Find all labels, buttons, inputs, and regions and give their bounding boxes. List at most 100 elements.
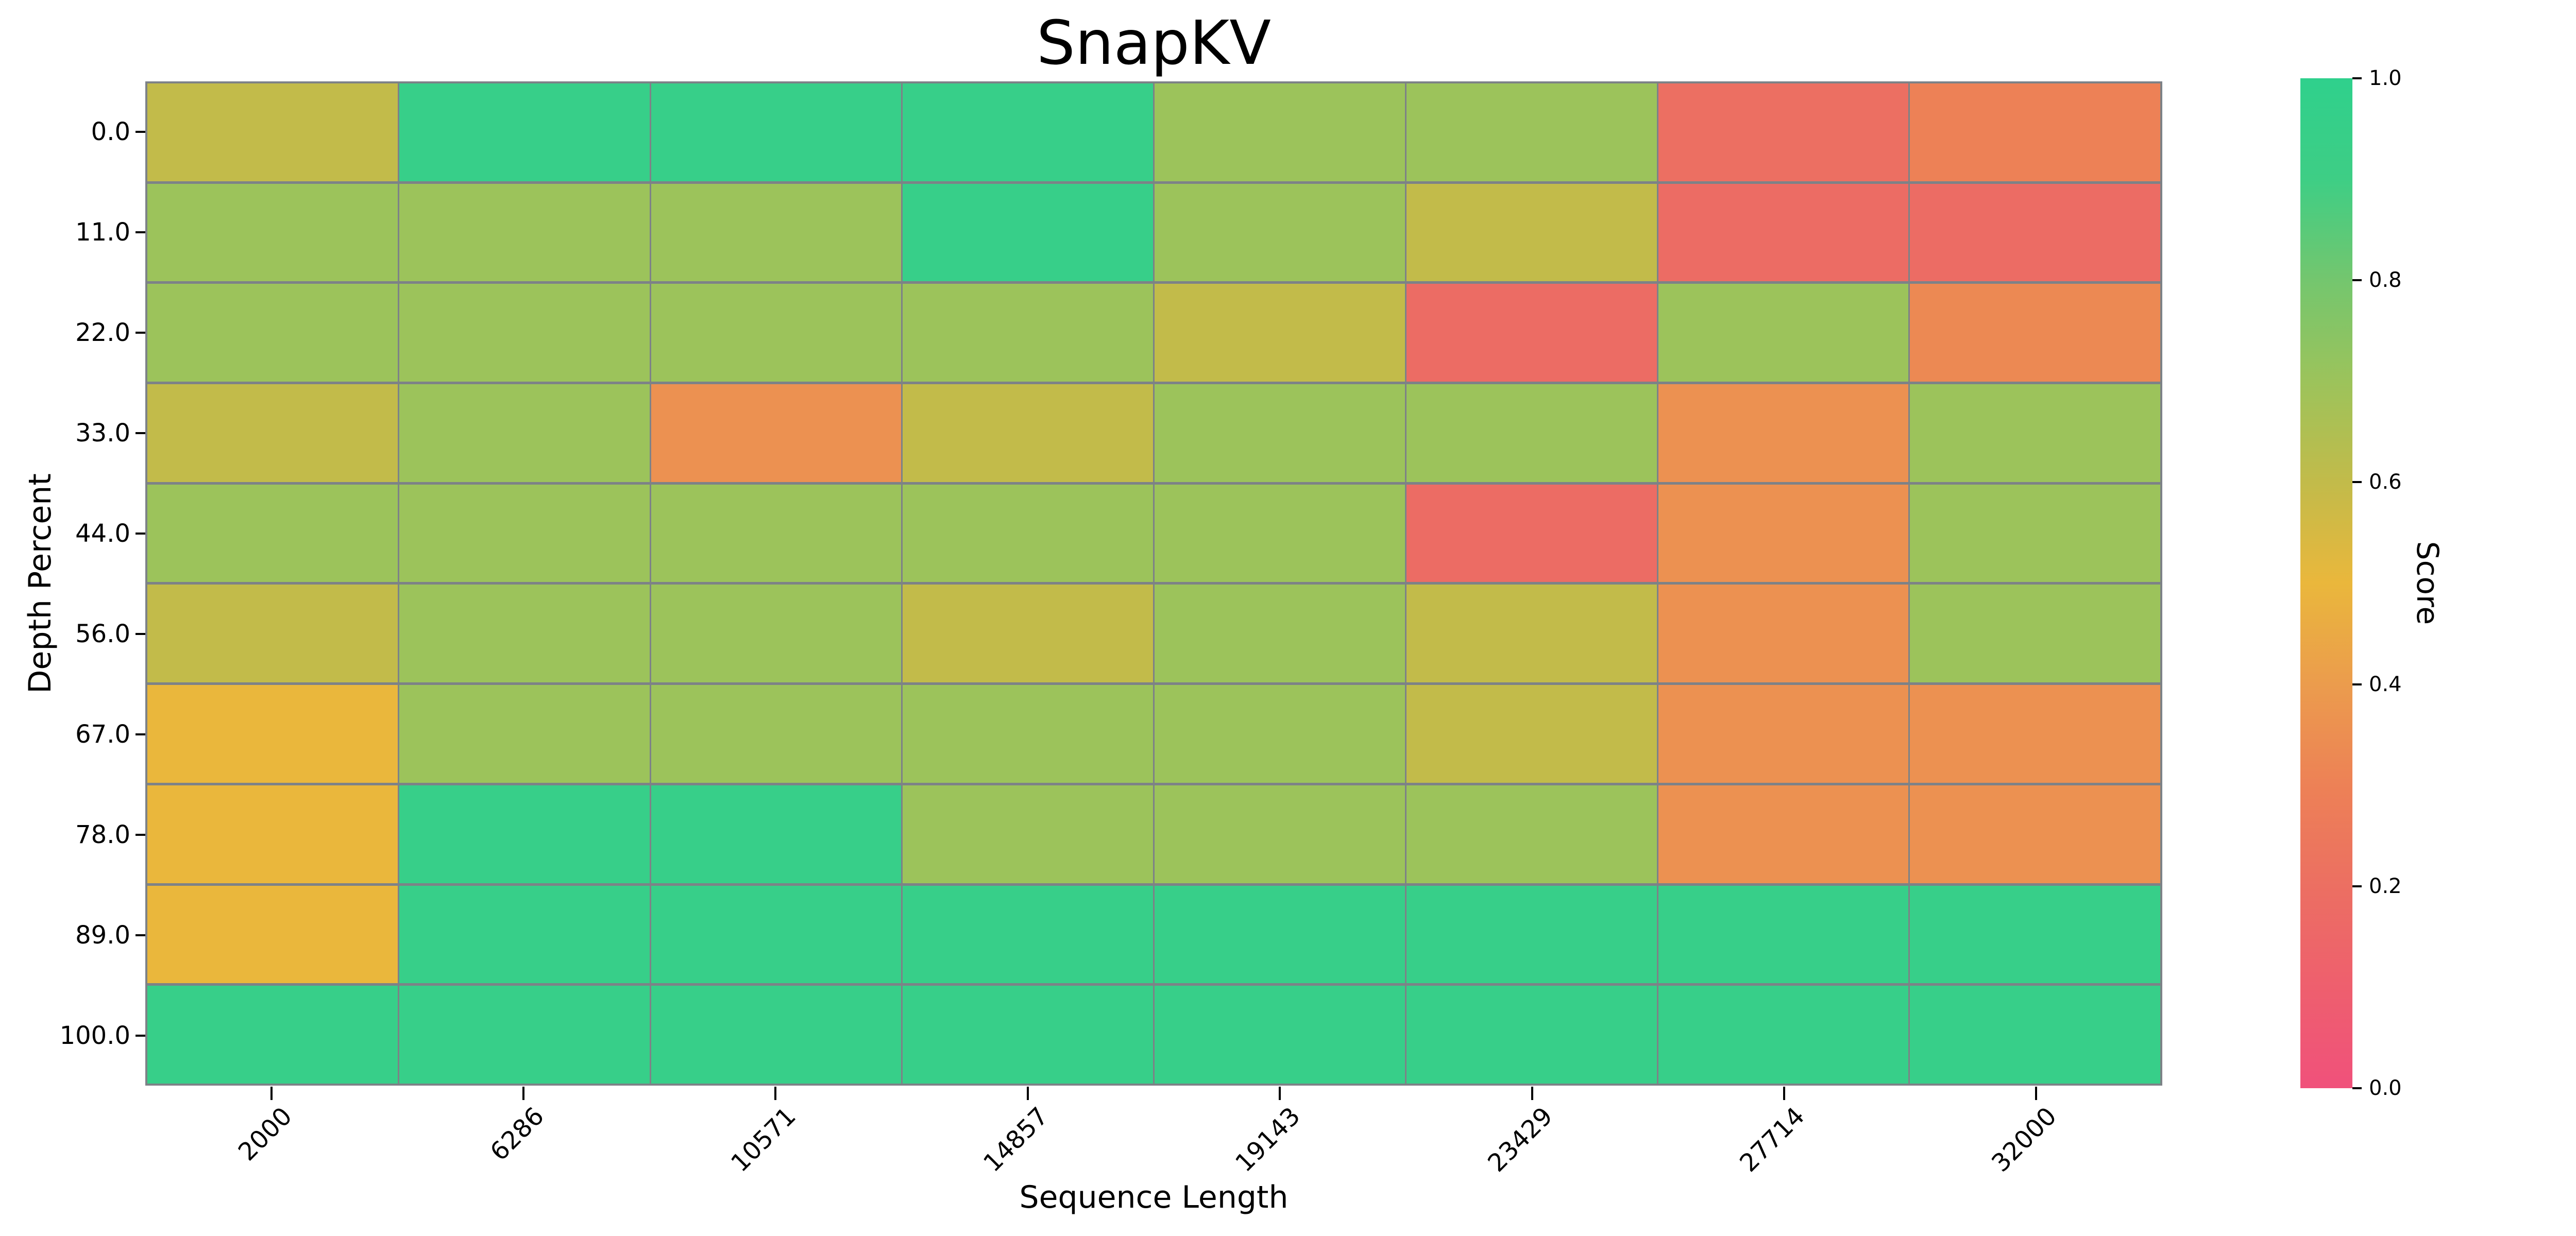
y-tick-label: 78.0 bbox=[75, 820, 130, 849]
colorbar-tick-label: 0.2 bbox=[2369, 874, 2402, 898]
y-tick-mark bbox=[135, 331, 145, 334]
x-tick-mark bbox=[1783, 1087, 1785, 1100]
heatmap-cell bbox=[1155, 785, 1405, 883]
heatmap-cell bbox=[1406, 986, 1657, 1084]
heatmap-cell bbox=[651, 685, 902, 783]
x-tick-label: 2000 bbox=[232, 1102, 298, 1167]
x-tick-label: 6286 bbox=[484, 1102, 550, 1167]
y-tick-label: 67.0 bbox=[75, 719, 130, 749]
x-tick-mark bbox=[774, 1087, 777, 1100]
heatmap-cell bbox=[1658, 785, 1909, 883]
heatmap-cell bbox=[399, 183, 650, 282]
heatmap-cell bbox=[1406, 685, 1657, 783]
heatmap-cell bbox=[1910, 685, 2160, 783]
y-tick-label: 56.0 bbox=[75, 619, 130, 648]
heatmap-cell bbox=[1658, 384, 1909, 482]
heatmap-cell bbox=[1910, 585, 2160, 683]
heatmap-cell bbox=[1406, 284, 1657, 382]
heatmap-cell bbox=[651, 284, 902, 382]
x-tick-label: 14857 bbox=[978, 1102, 1054, 1178]
heatmap-cell bbox=[1910, 785, 2160, 883]
heatmap-cell bbox=[1155, 83, 1405, 181]
heatmap-cell bbox=[651, 384, 902, 482]
x-tick-mark bbox=[1531, 1087, 1533, 1100]
heatmap-cell bbox=[903, 585, 1153, 683]
y-tick-label: 0.0 bbox=[91, 117, 130, 146]
heatmap-cell bbox=[1658, 885, 1909, 984]
colorbar-tick-label: 0.0 bbox=[2369, 1076, 2402, 1100]
heatmap-cell bbox=[1406, 384, 1657, 482]
heatmap-cell bbox=[1155, 384, 1405, 482]
heatmap-cell bbox=[1910, 83, 2160, 181]
heatmap-cell bbox=[1910, 885, 2160, 984]
y-tick-mark bbox=[135, 130, 145, 133]
heatmap-cell bbox=[399, 384, 650, 482]
heatmap-cell bbox=[1155, 986, 1405, 1084]
x-tick-mark bbox=[1026, 1087, 1029, 1100]
heatmap-cell bbox=[147, 183, 398, 282]
chart-title: SnapKV bbox=[1036, 7, 1271, 78]
colorbar-tick-mark bbox=[2352, 279, 2362, 282]
heatmap-cell bbox=[1910, 284, 2160, 382]
y-tick-label: 22.0 bbox=[75, 318, 130, 347]
heatmap-cell bbox=[1406, 183, 1657, 282]
heatmap-cell bbox=[903, 484, 1153, 582]
y-tick-mark bbox=[135, 733, 145, 735]
colorbar-tick-mark bbox=[2352, 481, 2362, 484]
colorbar bbox=[2300, 78, 2352, 1088]
heatmap-cell bbox=[903, 183, 1153, 282]
heatmap-cell bbox=[1155, 685, 1405, 783]
colorbar-tick-label: 0.6 bbox=[2369, 470, 2402, 494]
heatmap-cell bbox=[1910, 183, 2160, 282]
heatmap-cell bbox=[903, 685, 1153, 783]
heatmap-cell bbox=[399, 785, 650, 883]
heatmap-cell bbox=[651, 484, 902, 582]
y-tick-label: 11.0 bbox=[75, 217, 130, 247]
y-tick-mark bbox=[135, 231, 145, 233]
y-tick-mark bbox=[135, 632, 145, 635]
x-tick-mark bbox=[270, 1087, 273, 1100]
heatmap-cell bbox=[147, 484, 398, 582]
heatmap-cell bbox=[399, 986, 650, 1084]
y-tick-label: 44.0 bbox=[75, 519, 130, 548]
y-tick-label: 89.0 bbox=[75, 920, 130, 950]
x-tick-mark bbox=[522, 1087, 525, 1100]
x-tick-label: 27714 bbox=[1734, 1102, 1810, 1178]
x-tick-mark bbox=[2035, 1087, 2038, 1100]
heatmap-cell bbox=[1910, 484, 2160, 582]
heatmap-cell bbox=[1155, 885, 1405, 984]
heatmap-cell bbox=[1406, 484, 1657, 582]
heatmap-cell bbox=[147, 585, 398, 683]
heatmap-cell bbox=[1910, 986, 2160, 1084]
x-tick-label: 10571 bbox=[725, 1102, 802, 1178]
heatmap-cell bbox=[1658, 83, 1909, 181]
colorbar-tick-mark bbox=[2352, 1087, 2362, 1089]
colorbar-tick-mark bbox=[2352, 885, 2362, 887]
y-axis-label: Depth Percent bbox=[22, 473, 58, 694]
y-tick-mark bbox=[135, 432, 145, 434]
heatmap-cell bbox=[651, 986, 902, 1084]
heatmap-cell bbox=[399, 685, 650, 783]
colorbar-label: Score bbox=[2410, 541, 2445, 625]
heatmap-cell bbox=[147, 885, 398, 984]
heatmap-cell bbox=[1406, 83, 1657, 181]
colorbar-tick-label: 0.8 bbox=[2369, 268, 2402, 293]
heatmap-cell bbox=[903, 785, 1153, 883]
heatmap-cell bbox=[1658, 585, 1909, 683]
x-tick-label: 23429 bbox=[1482, 1102, 1558, 1178]
heatmap-cell bbox=[651, 885, 902, 984]
heatmap-cell bbox=[1658, 685, 1909, 783]
colorbar-tick-label: 1.0 bbox=[2369, 66, 2402, 90]
heatmap-cell bbox=[399, 585, 650, 683]
colorbar-tick-label: 0.4 bbox=[2369, 672, 2402, 696]
heatmap-cell bbox=[903, 986, 1153, 1084]
heatmap-cell bbox=[147, 284, 398, 382]
heatmap-cell bbox=[1155, 183, 1405, 282]
heatmap-cell bbox=[399, 885, 650, 984]
x-tick-mark bbox=[1279, 1087, 1281, 1100]
x-tick-label: 32000 bbox=[1986, 1102, 2063, 1178]
heatmap-cell bbox=[1406, 885, 1657, 984]
heatmap-cell bbox=[1406, 785, 1657, 883]
x-tick-label: 19143 bbox=[1230, 1102, 1306, 1178]
